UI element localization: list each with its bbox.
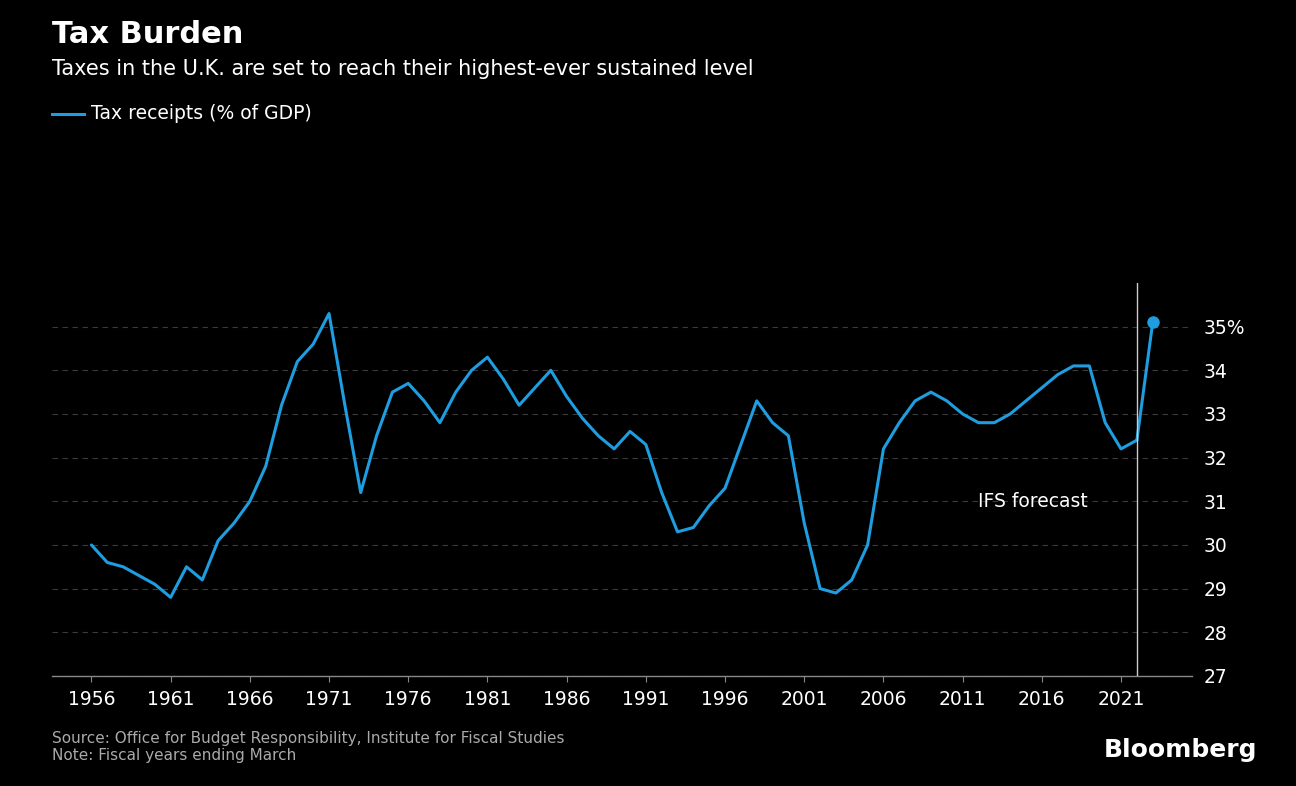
- Text: Tax Burden: Tax Burden: [52, 20, 244, 49]
- Text: Bloomberg: Bloomberg: [1104, 738, 1257, 762]
- Text: IFS forecast: IFS forecast: [978, 492, 1089, 511]
- Text: Taxes in the U.K. are set to reach their highest-ever sustained level: Taxes in the U.K. are set to reach their…: [52, 59, 753, 79]
- Text: Source: Office for Budget Responsibility, Institute for Fiscal Studies
Note: Fis: Source: Office for Budget Responsibility…: [52, 731, 564, 763]
- Text: Tax receipts (% of GDP): Tax receipts (% of GDP): [91, 105, 311, 123]
